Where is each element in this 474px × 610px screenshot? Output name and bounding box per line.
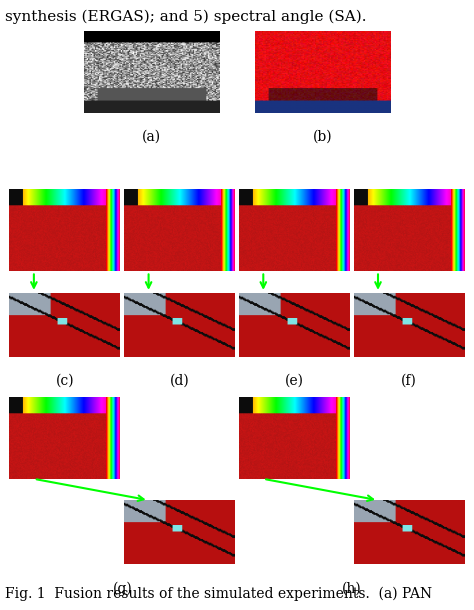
Text: synthesis (ERGAS); and 5) spectral angle (SA).: synthesis (ERGAS); and 5) spectral angle…	[5, 9, 366, 24]
Text: (d): (d)	[170, 374, 190, 388]
Text: (f): (f)	[401, 374, 417, 388]
Text: (b): (b)	[312, 130, 332, 144]
Text: (a): (a)	[142, 130, 161, 144]
Text: (h): (h)	[342, 581, 362, 595]
Text: Fig. 1  Fusion results of the simulated experiments.  (a) PAN: Fig. 1 Fusion results of the simulated e…	[5, 587, 432, 601]
Text: (g): (g)	[112, 581, 132, 596]
Text: (c): (c)	[55, 374, 74, 388]
Text: (e): (e)	[285, 374, 304, 388]
